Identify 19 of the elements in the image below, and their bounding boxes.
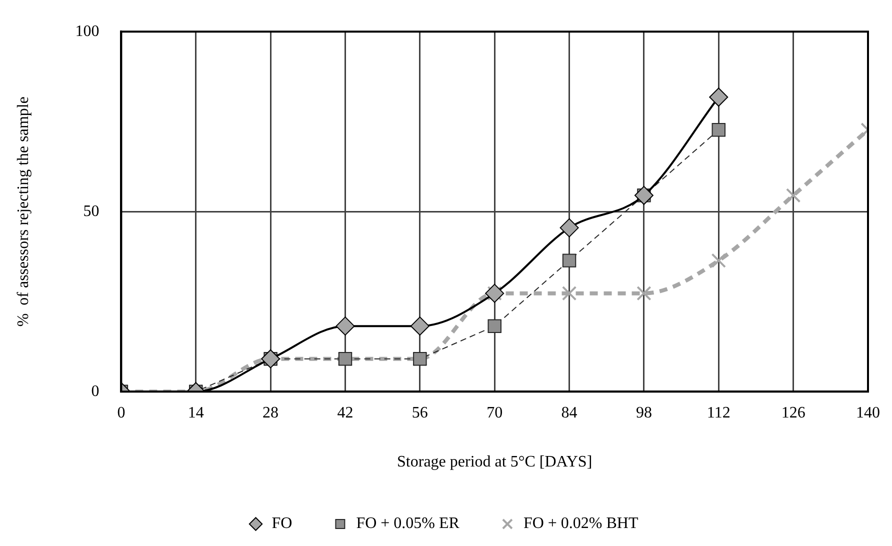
legend-label: FO — [272, 515, 292, 532]
x-tick-label: 42 — [337, 404, 354, 422]
x-tick-label: 112 — [706, 404, 730, 422]
x-tick-label: 98 — [636, 404, 652, 422]
legend-label: FO + 0.02% BHT — [523, 515, 638, 532]
x-tick-label: 14 — [188, 404, 204, 422]
x-axis-title: Storage period at 5°C [DAYS] — [397, 454, 592, 471]
y-axis-title: % of assessors rejecting the sample — [14, 96, 32, 327]
x-tick-label: 70 — [486, 404, 503, 422]
x-tick-label: 56 — [412, 404, 428, 422]
legend-label: FO + 0.05% ER — [356, 515, 460, 532]
x-tick-label: 28 — [262, 404, 279, 422]
x-tick-label: 84 — [561, 404, 578, 422]
y-tick-label: 50 — [83, 202, 100, 220]
x-tick-label: 140 — [856, 404, 880, 422]
y-tick-label: 100 — [75, 22, 100, 40]
x-tick-label: 126 — [781, 404, 806, 422]
y-tick-label: 0 — [91, 382, 100, 400]
x-tick-label: 0 — [117, 404, 126, 422]
